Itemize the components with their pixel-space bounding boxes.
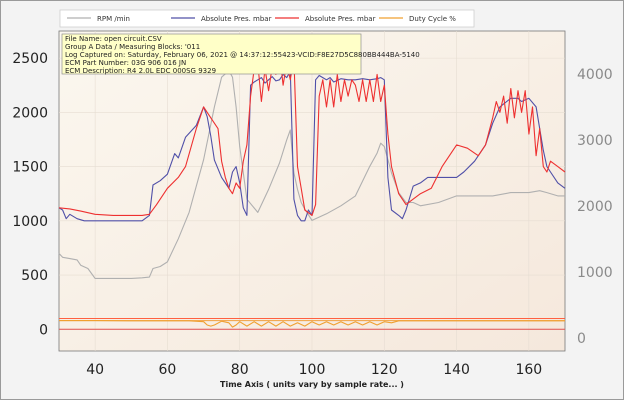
log-info-box: File Name: open circuit.CSV Group A Data… [61,33,420,75]
series-pres-spec [58,52,566,216]
info-captured: Log Captured on: Saturday, February 06, … [65,51,420,59]
legend: RPM /min Absolute Pres. mbar Absolute Pr… [59,9,475,28]
y-left-tick-label-4: 2000 [12,105,48,121]
y-left-tick-label-0: 0 [39,322,48,338]
y-left-tick-label-1: 500 [21,268,48,284]
info-group: Group A Data / Measuring Blocks: '011 [65,43,200,51]
tick-labels: 40 60 80 100 120 140 160 0 500 1000 1500 2000 2500 0 1… [12,51,612,378]
info-description: ECM Description: R4 2.0L EDC 000SG 9329 [65,67,216,75]
y-left-tick-label-2: 1000 [12,214,48,230]
legend-label-pres-spec: Absolute Pres. mbar [305,15,376,23]
log-info-background [61,33,362,75]
y-left-tick-label-3: 1500 [12,160,48,176]
x-tick-label-2: 80 [231,362,249,378]
x-tick-label-6: 160 [515,362,542,378]
x-tick-label-5: 140 [443,362,470,378]
legend-label-rpm: RPM /min [97,15,130,23]
info-file-name: File Name: open circuit.CSV [65,35,162,43]
legend-label-duty: Duty Cycle % [409,15,456,23]
y-right-tick-label-4: 4000 [577,67,613,83]
y-left-tick-label-5: 2500 [12,51,48,67]
y-right-tick-label-2: 2000 [577,199,613,215]
info-part-number: ECM Part Number: 03G 906 016 JN [65,59,186,67]
x-tick-label-4: 120 [371,362,398,378]
legend-box [59,9,475,28]
series-duty-cycle [59,320,565,328]
y-right-tick-label-3: 3000 [577,133,613,149]
series-layer [58,52,566,328]
x-tick-label-1: 60 [159,362,177,378]
y-right-tick-label-1: 1000 [577,265,613,281]
x-tick-label-0: 40 [86,362,104,378]
y-right-tick-label-0: 0 [577,331,586,347]
series-rpm [58,70,565,279]
series-pres-actual [58,70,566,222]
x-tick-label-3: 100 [299,362,326,378]
legend-label-pres-actual: Absolute Pres. mbar [201,15,272,23]
x-axis-label: Time Axis ( units vary by sample rate...… [220,380,404,389]
